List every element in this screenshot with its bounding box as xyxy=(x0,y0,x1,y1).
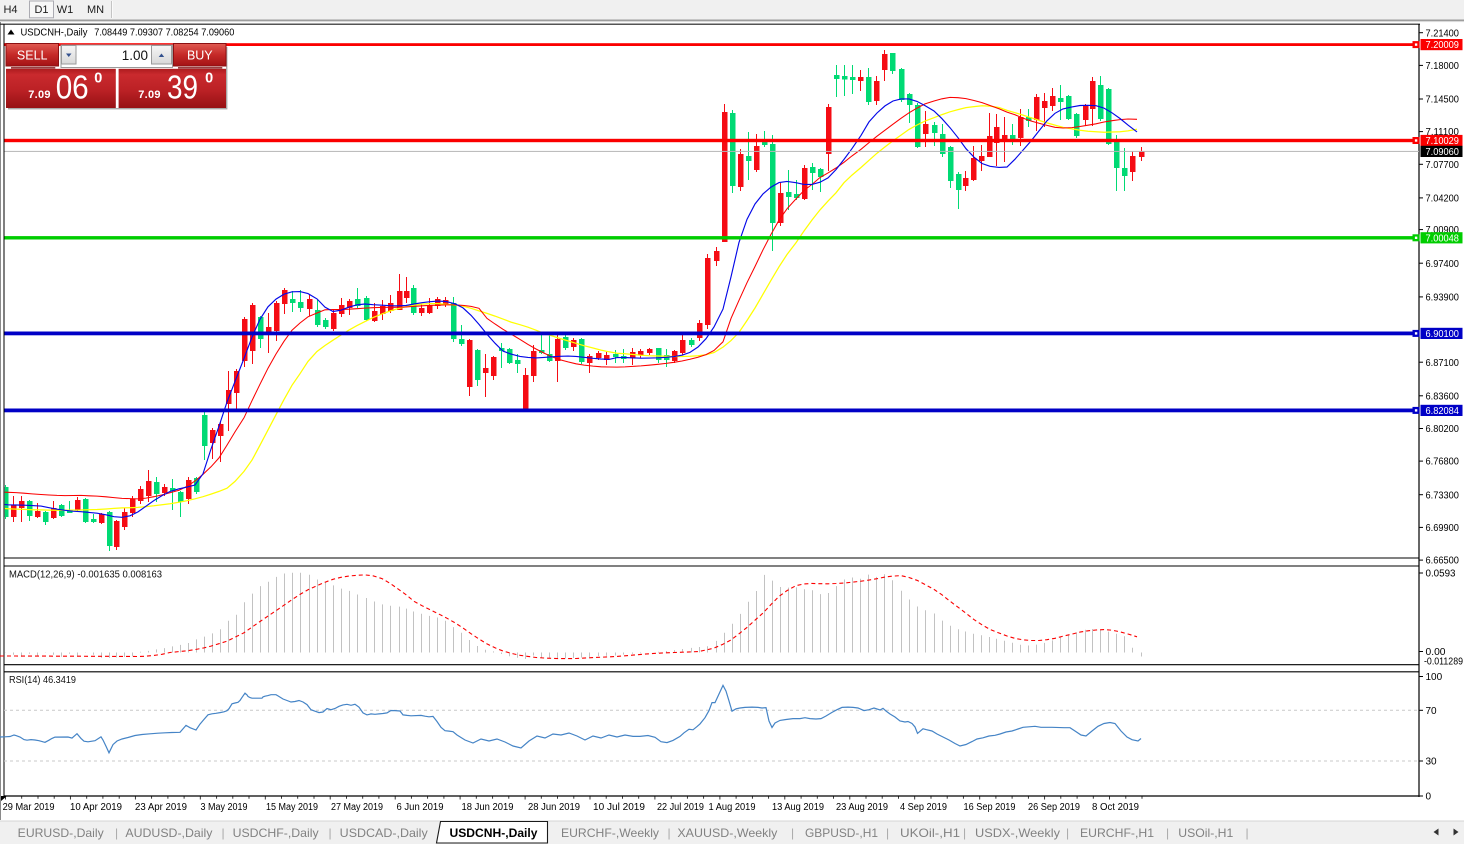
svg-text:7.04200: 7.04200 xyxy=(1426,194,1460,205)
svg-text:6.97400: 6.97400 xyxy=(1426,259,1460,270)
svg-text:6.93900: 6.93900 xyxy=(1426,293,1460,304)
svg-text:6.73300: 6.73300 xyxy=(1426,490,1460,501)
svg-text:13 Aug 2019: 13 Aug 2019 xyxy=(772,802,824,813)
svg-text:8 Oct 2019: 8 Oct 2019 xyxy=(1092,802,1139,813)
svg-text:22 Jul 2019: 22 Jul 2019 xyxy=(657,802,704,813)
svg-text:4 Sep 2019: 4 Sep 2019 xyxy=(900,802,947,813)
svg-text:|: | xyxy=(329,826,332,840)
svg-text:|: | xyxy=(886,826,889,840)
svg-text:26 Sep 2019: 26 Sep 2019 xyxy=(1028,802,1080,813)
svg-text:7.08449 7.09307 7.08254 7.0906: 7.08449 7.09307 7.08254 7.09060 xyxy=(94,28,234,39)
svg-text:7.14500: 7.14500 xyxy=(1426,95,1460,106)
svg-text:39: 39 xyxy=(167,68,198,105)
svg-text:7.00048: 7.00048 xyxy=(1426,233,1460,244)
svg-text:0.00: 0.00 xyxy=(1426,647,1446,658)
svg-text:EURCHF-,Weekly: EURCHF-,Weekly xyxy=(561,826,659,840)
svg-text:0.0593: 0.0593 xyxy=(1426,569,1456,580)
svg-text:100: 100 xyxy=(1426,672,1443,683)
svg-text:18 Jun 2019: 18 Jun 2019 xyxy=(462,802,514,813)
svg-text:USDX-,Weekly: USDX-,Weekly xyxy=(975,826,1060,840)
svg-text:|: | xyxy=(963,826,966,840)
svg-text:|: | xyxy=(222,826,225,840)
svg-text:6.76800: 6.76800 xyxy=(1426,457,1460,468)
svg-text:7.18000: 7.18000 xyxy=(1426,61,1460,72)
svg-text:7.10029: 7.10029 xyxy=(1426,136,1460,147)
svg-text:-0.011289: -0.011289 xyxy=(1424,656,1463,667)
svg-text:BUY: BUY xyxy=(187,49,213,63)
svg-text:MN: MN xyxy=(87,4,104,16)
svg-text:6.69900: 6.69900 xyxy=(1426,523,1460,534)
svg-text:EURUSD-,Daily: EURUSD-,Daily xyxy=(18,826,104,840)
svg-text:29 Mar 2019: 29 Mar 2019 xyxy=(3,802,55,813)
svg-text:6.90100: 6.90100 xyxy=(1426,329,1460,340)
svg-text:23 Apr 2019: 23 Apr 2019 xyxy=(135,802,187,813)
svg-text:XAUUSD-,Weekly: XAUUSD-,Weekly xyxy=(677,826,777,840)
svg-text:1 Aug 2019: 1 Aug 2019 xyxy=(709,802,756,813)
svg-text:D1: D1 xyxy=(34,4,48,16)
svg-text:27 May 2019: 27 May 2019 xyxy=(331,802,383,813)
svg-text:10 Jul 2019: 10 Jul 2019 xyxy=(593,802,645,813)
svg-text:7.11100: 7.11100 xyxy=(1426,127,1460,138)
svg-text:USOil-,H1: USOil-,H1 xyxy=(1178,826,1233,840)
svg-text:3 May 2019: 3 May 2019 xyxy=(201,802,248,813)
svg-text:7.21400: 7.21400 xyxy=(1426,28,1460,39)
svg-text:|: | xyxy=(791,826,794,840)
svg-text:15 May 2019: 15 May 2019 xyxy=(266,802,318,813)
svg-text:|: | xyxy=(1066,826,1069,840)
svg-text:|: | xyxy=(1246,826,1249,840)
svg-text:USDCNH-,Daily: USDCNH-,Daily xyxy=(21,28,88,39)
svg-text:7.09: 7.09 xyxy=(28,89,51,101)
svg-text:USDCNH-,Daily: USDCNH-,Daily xyxy=(450,826,538,840)
svg-text:SELL: SELL xyxy=(17,49,48,63)
svg-text:0: 0 xyxy=(1426,792,1432,803)
svg-text:GBPUSD-,H1: GBPUSD-,H1 xyxy=(805,826,878,840)
svg-text:28 Jun 2019: 28 Jun 2019 xyxy=(528,802,580,813)
svg-text:7.09: 7.09 xyxy=(138,89,161,101)
svg-text:|: | xyxy=(115,826,118,840)
svg-text:0: 0 xyxy=(94,70,102,86)
svg-text:H4: H4 xyxy=(3,4,17,16)
svg-text:0: 0 xyxy=(205,71,213,87)
svg-text:7.00900: 7.00900 xyxy=(1426,225,1460,236)
svg-text:6 Jun 2019: 6 Jun 2019 xyxy=(397,802,444,813)
svg-text:23 Aug 2019: 23 Aug 2019 xyxy=(836,802,888,813)
svg-text:AUDUSD-,Daily: AUDUSD-,Daily xyxy=(125,826,212,840)
svg-text:10 Apr 2019: 10 Apr 2019 xyxy=(70,802,122,813)
svg-text:6.66500: 6.66500 xyxy=(1426,556,1460,567)
svg-text:UKOil-,H1: UKOil-,H1 xyxy=(900,826,960,840)
svg-text:30: 30 xyxy=(1426,757,1438,768)
svg-text:7.20009: 7.20009 xyxy=(1426,40,1460,51)
svg-text:EURCHF-,H1: EURCHF-,H1 xyxy=(1080,826,1154,840)
svg-text:W1: W1 xyxy=(57,4,74,16)
svg-text:6.82084: 6.82084 xyxy=(1426,406,1460,417)
svg-text:1.00: 1.00 xyxy=(122,48,148,63)
svg-text:70: 70 xyxy=(1426,706,1438,717)
svg-text:7.07700: 7.07700 xyxy=(1426,160,1460,171)
svg-text:06: 06 xyxy=(56,68,89,105)
svg-text:7.09060: 7.09060 xyxy=(1426,147,1460,158)
svg-text:6.80200: 6.80200 xyxy=(1426,424,1460,435)
svg-text:USDCHF-,Daily: USDCHF-,Daily xyxy=(233,826,319,840)
svg-text:RSI(14) 46.3419: RSI(14) 46.3419 xyxy=(9,675,76,686)
svg-text:16 Sep 2019: 16 Sep 2019 xyxy=(964,802,1016,813)
svg-text:USDCAD-,Daily: USDCAD-,Daily xyxy=(340,826,428,840)
svg-text:MACD(12,26,9) -0.001635 0.0081: MACD(12,26,9) -0.001635 0.008163 xyxy=(9,570,162,581)
svg-text:|: | xyxy=(1166,826,1169,840)
svg-text:6.83600: 6.83600 xyxy=(1426,391,1460,402)
svg-text:6.87100: 6.87100 xyxy=(1426,358,1460,369)
svg-text:|: | xyxy=(668,826,671,840)
